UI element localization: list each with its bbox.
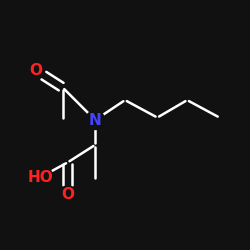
Circle shape	[28, 165, 52, 189]
Text: N: N	[89, 112, 102, 128]
Text: O: O	[61, 187, 74, 202]
Circle shape	[86, 110, 104, 130]
Circle shape	[59, 186, 76, 203]
Circle shape	[27, 62, 44, 79]
Text: O: O	[29, 63, 42, 78]
Text: HO: HO	[28, 170, 53, 185]
